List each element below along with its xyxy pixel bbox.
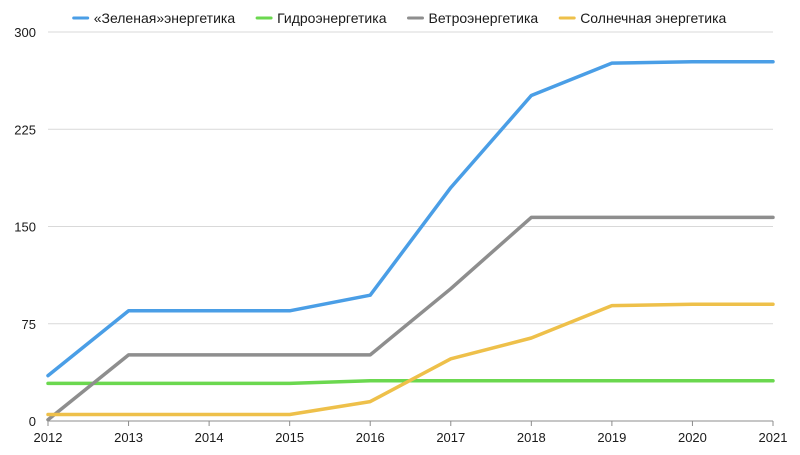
y-tick-label: 300 bbox=[14, 25, 36, 40]
y-tick-label: 75 bbox=[22, 317, 36, 332]
x-tick-label: 2020 bbox=[678, 430, 707, 445]
x-tick-label: 2017 bbox=[436, 430, 465, 445]
legend-label: Ветроэнергетика bbox=[429, 10, 539, 26]
x-tick-label: 2018 bbox=[517, 430, 546, 445]
legend-item-3: Солнечная энергетика bbox=[558, 10, 727, 26]
series-line-3 bbox=[46, 302, 775, 417]
y-tick-label: 225 bbox=[14, 122, 36, 137]
x-tick-label: 2014 bbox=[195, 430, 224, 445]
y-tick-label: 0 bbox=[29, 414, 36, 429]
y-tick-label: 150 bbox=[14, 220, 36, 235]
legend-item-1: Гидроэнергетика bbox=[255, 10, 387, 26]
series-line-0 bbox=[46, 60, 775, 378]
legend: «Зеленая»энергетика Гидроэнергетика Ветроэ… bbox=[72, 10, 727, 26]
legend-label: Гидроэнергетика bbox=[277, 10, 387, 26]
gridlines bbox=[48, 31, 773, 325]
x-tick-label: 2013 bbox=[114, 430, 143, 445]
series-line-2 bbox=[46, 215, 775, 422]
legend-item-0: «Зеленая»энергетика bbox=[72, 10, 236, 26]
x-tick-label: 2012 bbox=[34, 430, 63, 445]
x-tick-label: 2019 bbox=[597, 430, 626, 445]
x-tick-label: 2015 bbox=[275, 430, 304, 445]
x-tick-label: 2016 bbox=[356, 430, 385, 445]
axes: 0 75 150 225 300 2012 2013 2014 2015 2016 2017 2018… bbox=[14, 25, 787, 445]
legend-label: Солнечная энергетика bbox=[580, 10, 726, 26]
x-tick-label: 2021 bbox=[759, 430, 788, 445]
legend-item-2: Ветроэнергетика bbox=[407, 10, 539, 26]
legend-label: «Зеленая»энергетика bbox=[94, 10, 236, 26]
series-lines bbox=[46, 60, 775, 422]
